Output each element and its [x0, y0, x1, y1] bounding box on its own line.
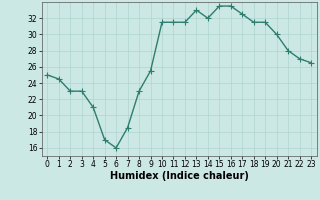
X-axis label: Humidex (Indice chaleur): Humidex (Indice chaleur) [110, 171, 249, 181]
